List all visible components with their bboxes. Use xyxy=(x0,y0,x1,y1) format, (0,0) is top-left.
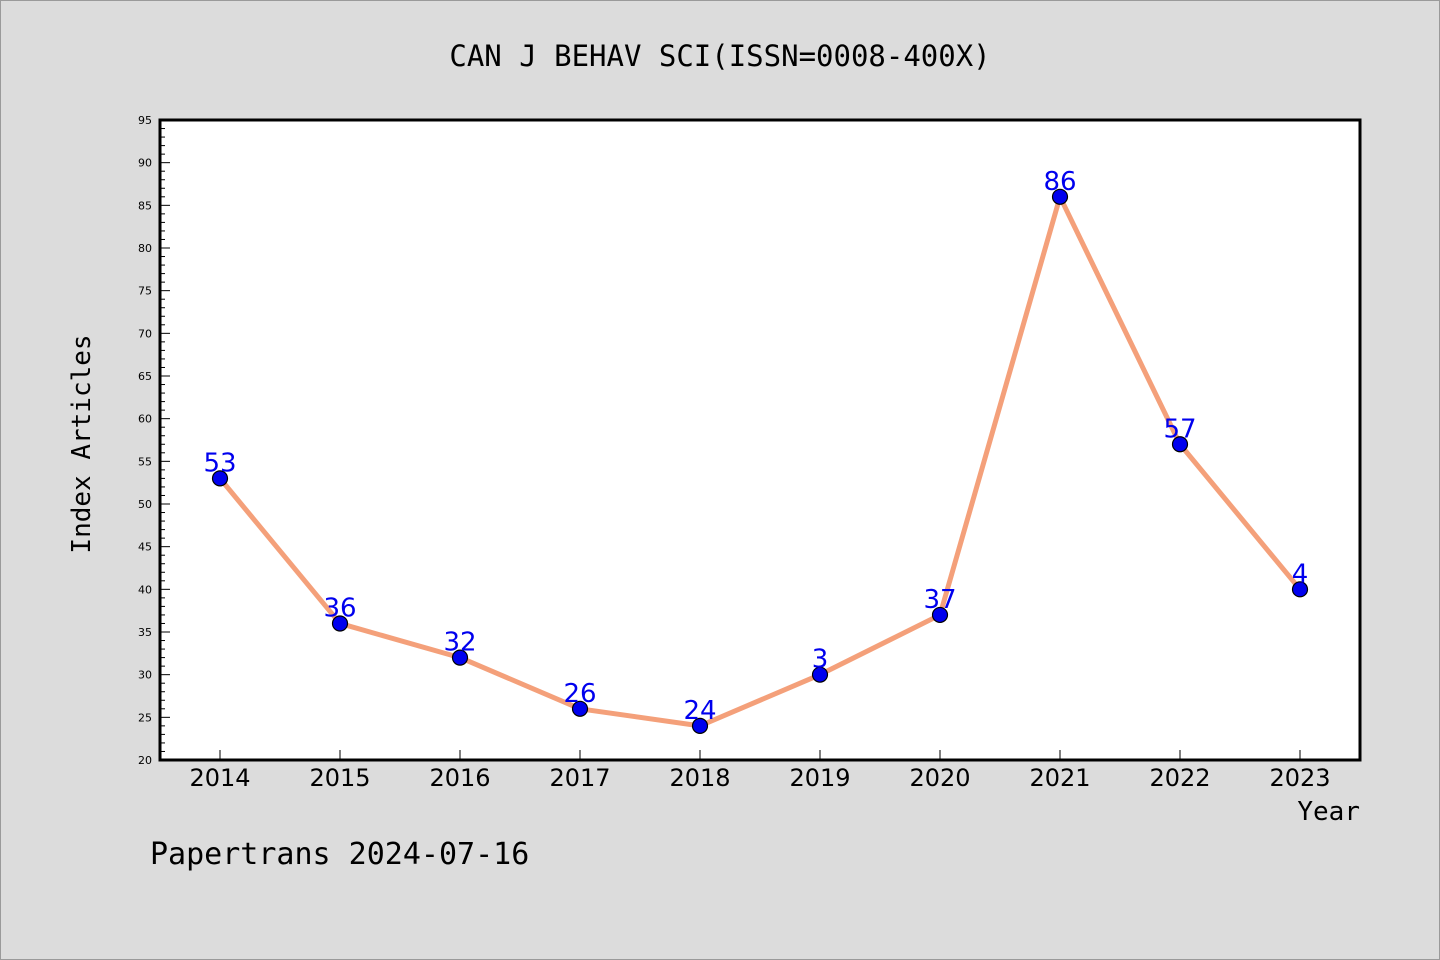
y-tick-label: 70 xyxy=(138,327,152,340)
x-tick-label: 2014 xyxy=(189,764,250,792)
y-tick-label: 30 xyxy=(138,669,152,682)
data-label: 57 xyxy=(1163,414,1196,444)
data-label: 24 xyxy=(683,696,716,726)
data-labels: 53 36 32 26 24 3 37 86 57 4 xyxy=(203,167,1308,726)
x-tick-label: 2019 xyxy=(789,764,850,792)
data-label: 36 xyxy=(323,593,356,623)
x-tick-label: 2020 xyxy=(909,764,970,792)
y-tick-label: 50 xyxy=(138,498,152,511)
data-label: 26 xyxy=(563,679,596,709)
y-axis-label: Index Articles xyxy=(67,334,97,553)
data-point xyxy=(1171,436,1189,453)
data-label: 86 xyxy=(1043,167,1076,197)
data-label: 53 xyxy=(203,448,236,478)
x-tick-label: 2023 xyxy=(1269,764,1330,792)
data-label: 32 xyxy=(443,628,476,658)
y-tick-label: 55 xyxy=(138,455,152,468)
data-point xyxy=(931,606,949,624)
y-tick-label: 90 xyxy=(138,157,152,170)
x-tick-label: 2015 xyxy=(309,764,370,792)
y-axis: 20 25 30 35 40 45 50 55 60 65 70 75 80 85 90 95 xyxy=(138,114,170,767)
y-tick-label: 20 xyxy=(138,754,152,767)
data-point xyxy=(1291,581,1309,598)
x-tick-label: 2021 xyxy=(1029,764,1090,792)
y-tick-label: 25 xyxy=(138,711,152,724)
data-point xyxy=(451,649,469,666)
chart-title: CAN J BEHAV SCI(ISSN=0008-400X) xyxy=(449,39,990,73)
data-label: 37 xyxy=(923,585,956,615)
series-line xyxy=(217,194,1303,729)
data-point xyxy=(691,717,709,734)
data-point xyxy=(331,615,349,632)
y-tick-label: 80 xyxy=(138,242,152,255)
data-point xyxy=(1051,188,1069,205)
data-point xyxy=(811,666,829,683)
y-tick-label: 95 xyxy=(138,114,152,127)
x-axis-label: Year xyxy=(1297,797,1360,827)
x-tick-label: 2022 xyxy=(1149,764,1210,792)
y-tick-label: 60 xyxy=(138,413,152,426)
plot-area xyxy=(158,118,1362,762)
y-tick-label: 75 xyxy=(138,285,152,298)
y-tick-label: 45 xyxy=(138,541,152,554)
y-tick-label: 85 xyxy=(138,199,152,212)
x-tick-label: 2016 xyxy=(429,764,490,792)
y-tick-label: 35 xyxy=(138,626,152,639)
x-tick-label: 2017 xyxy=(549,764,610,792)
footer-credit: Papertrans 2024-07-16 xyxy=(150,837,529,872)
y-tick-label: 65 xyxy=(138,370,152,383)
data-point xyxy=(571,700,589,717)
data-markers xyxy=(211,188,1309,734)
data-label: 3 xyxy=(812,645,829,675)
y-tick-label: 40 xyxy=(138,583,152,596)
data-point xyxy=(211,470,229,487)
x-axis: 2014 2015 2016 2017 2018 2019 2020 2021 2022 2023 xyxy=(189,750,1331,792)
x-tick-label: 2018 xyxy=(669,764,730,792)
data-label: 4 xyxy=(1292,559,1309,589)
